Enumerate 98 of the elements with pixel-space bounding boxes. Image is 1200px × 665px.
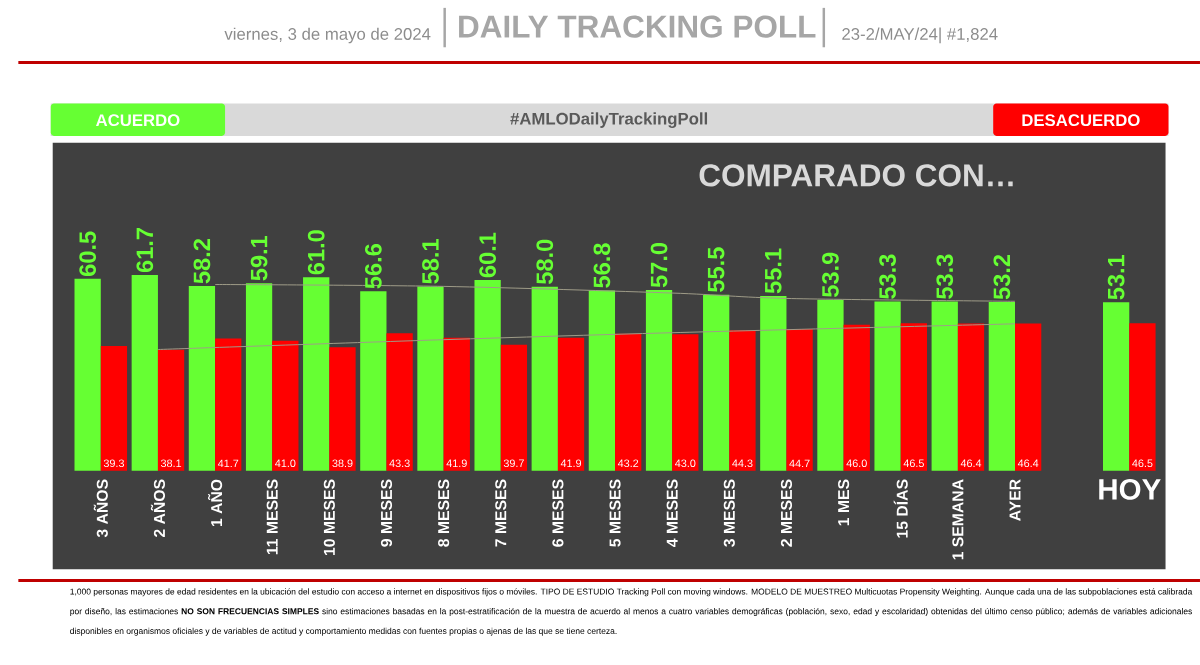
bar bbox=[874, 301, 901, 471]
data-label: 44.7 bbox=[789, 459, 810, 468]
bar bbox=[500, 344, 528, 471]
data-label: 43.0 bbox=[675, 459, 696, 468]
data-label: 38.1 bbox=[160, 459, 182, 468]
bar bbox=[360, 291, 387, 471]
data-label: 38.9 bbox=[332, 459, 353, 468]
x-tick-label: 2 AÑOS bbox=[150, 479, 166, 538]
data-label: 60.5 bbox=[79, 231, 97, 277]
bar bbox=[900, 323, 928, 471]
data-label: 39.3 bbox=[103, 459, 125, 468]
bar bbox=[557, 337, 585, 471]
data-label: 53.1 bbox=[1107, 255, 1125, 300]
x-tick-label: 1 SEMANA bbox=[952, 479, 964, 560]
chart-title: DAILY TRACKING POLL bbox=[459, 15, 816, 38]
text: ACUERDO bbox=[96, 114, 180, 127]
data-label: 57.0 bbox=[650, 243, 668, 288]
x-tick-label: 8 MESES bbox=[438, 479, 450, 547]
data-label: 56.8 bbox=[593, 243, 611, 288]
x-tick-label: 3 AÑOS bbox=[93, 479, 108, 538]
x-tick-label: 10 MESES bbox=[323, 479, 335, 556]
bar bbox=[843, 324, 870, 471]
x-tick-label: 9 MESES bbox=[380, 479, 393, 547]
bar bbox=[672, 334, 699, 471]
text: COMPARADO CON… bbox=[699, 164, 1013, 187]
data-label: 61.0 bbox=[307, 230, 325, 275]
data-label: 56.6 bbox=[364, 244, 382, 289]
bar bbox=[131, 275, 158, 471]
data-label: 43.3 bbox=[389, 459, 410, 468]
bar bbox=[703, 294, 730, 471]
data-label: 58.1 bbox=[422, 239, 439, 284]
data-label: 58.0 bbox=[536, 239, 554, 285]
data-label: 55.5 bbox=[707, 247, 725, 293]
data-label: 60.1 bbox=[479, 232, 496, 278]
data-label: 55.1 bbox=[765, 248, 782, 294]
data-label: 46.0 bbox=[846, 459, 867, 468]
bar bbox=[588, 290, 616, 471]
data-label: 41.7 bbox=[217, 459, 239, 468]
bar bbox=[1103, 302, 1130, 471]
x-tick-label: AYER bbox=[1009, 479, 1021, 522]
bar bbox=[245, 283, 273, 471]
bar bbox=[157, 349, 185, 471]
text: DESACUERDO bbox=[1022, 114, 1140, 127]
bar bbox=[786, 329, 813, 471]
chart-subtitle: viernes, 3 de mayo de 2024 bbox=[224, 27, 431, 44]
bar bbox=[74, 278, 101, 471]
x-tick-label: 11 MESES bbox=[266, 479, 278, 555]
bar bbox=[215, 338, 242, 471]
bar bbox=[760, 296, 787, 471]
data-label: 41.9 bbox=[446, 459, 467, 468]
bar bbox=[531, 286, 558, 471]
bar bbox=[615, 333, 642, 471]
bar bbox=[272, 340, 299, 471]
bar bbox=[386, 333, 413, 471]
data-label: 44.3 bbox=[732, 459, 753, 468]
data-label: 53.2 bbox=[993, 255, 1011, 300]
data-label: 46.4 bbox=[1017, 459, 1039, 468]
x-tick-label: 15 DÍAS bbox=[893, 479, 908, 538]
bar bbox=[729, 330, 756, 471]
bar bbox=[957, 323, 985, 471]
data-label: 59.1 bbox=[250, 236, 268, 281]
x-tick-label: HOY bbox=[1099, 479, 1161, 500]
bar bbox=[817, 299, 844, 471]
bar bbox=[329, 347, 356, 471]
x-tick-label: 5 MESES bbox=[609, 479, 621, 547]
data-label: 39.7 bbox=[503, 459, 524, 468]
data-label: 46.5 bbox=[1132, 459, 1153, 468]
x-tick-label: 1 MES bbox=[838, 479, 850, 526]
data-label: 46.5 bbox=[903, 459, 924, 468]
bar bbox=[100, 346, 128, 471]
bar bbox=[988, 302, 1016, 471]
x-tick-label: 1 AÑO bbox=[207, 479, 223, 527]
data-label: 53.9 bbox=[822, 252, 839, 298]
text: #AMLODailyTrackingPoll bbox=[510, 112, 708, 129]
data-label: 58.2 bbox=[193, 239, 211, 284]
text: 23-2/MAY/24| #1,824 bbox=[842, 27, 998, 44]
bar bbox=[1015, 323, 1042, 471]
data-label: 53.3 bbox=[879, 254, 896, 300]
bar bbox=[1129, 323, 1156, 471]
bar bbox=[303, 277, 330, 471]
bar bbox=[645, 290, 673, 471]
bar bbox=[931, 301, 958, 471]
x-tick-label: 2 MESES bbox=[780, 479, 793, 547]
bar bbox=[443, 337, 470, 471]
data-label: 41.0 bbox=[275, 459, 296, 468]
bar bbox=[474, 280, 501, 471]
data-label: 46.4 bbox=[960, 459, 982, 468]
text: 1,000 personas mayores de edad residentes en la ubicación del estudio con acceso a internet en dispositivos fijos o móviles. TIPO DE ESTUDIO Tracking Poll con moving windows. MODELO DE MUESTREO Multicuotas Propensity Weighting. Aunque cada una de las subpoblaciones está calibrada por diseño, las estimaciones NO SON FRECUENCIAS SIMPLES sino estimaciones basadas en la post-estratificación de la muestra de acuerdo al menos a cuatro variables demográficas (población, sexo, edad y escolaridad) obtenidas del último censo público; además de variables adicionales disponibles en organismos oficiales y de variables de actitud y comportamiento medidas con fuentes propias o ajenas de las que se tiene certeza. bbox=[70, 588, 1193, 636]
data-label: 61.7 bbox=[136, 228, 154, 273]
x-tick-label: 7 MESES bbox=[495, 479, 507, 547]
x-tick-label: 4 MESES bbox=[666, 479, 678, 548]
data-label: 53.3 bbox=[936, 254, 954, 300]
bar bbox=[417, 286, 444, 471]
bar bbox=[188, 286, 216, 471]
data-label: 41.9 bbox=[560, 459, 582, 468]
x-tick-label: 6 MESES bbox=[552, 479, 564, 547]
data-label: 43.2 bbox=[617, 459, 639, 468]
x-tick-label: 3 MESES bbox=[723, 479, 735, 548]
